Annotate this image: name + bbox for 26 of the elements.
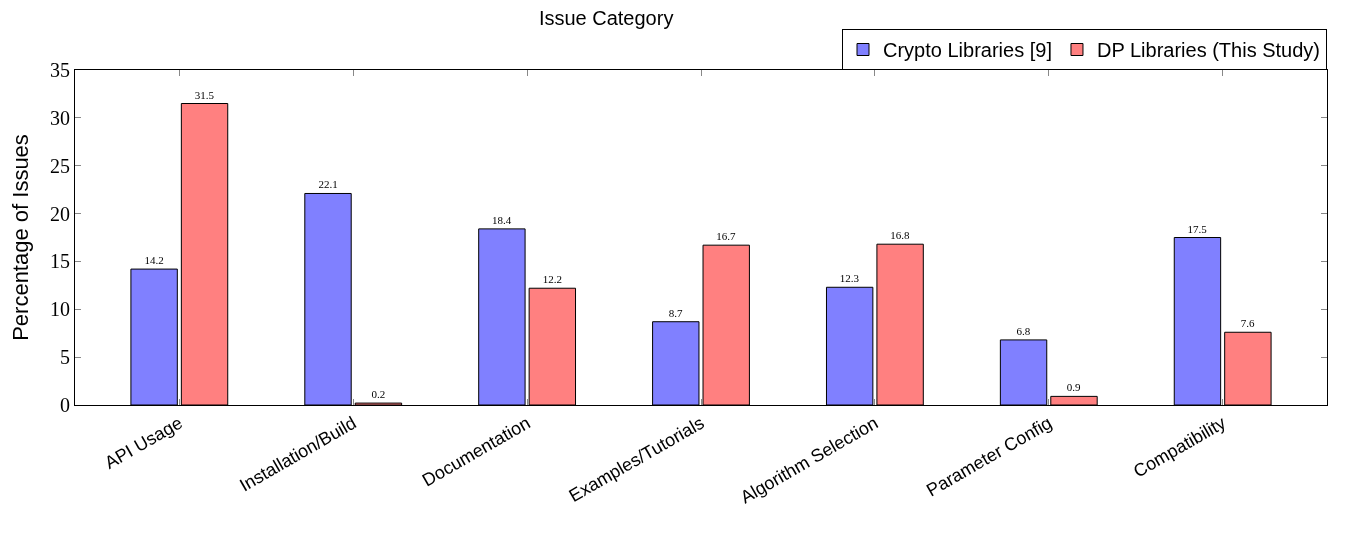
data-label: 12.2 <box>542 273 562 286</box>
data-label: 31.5 <box>194 88 215 101</box>
y-tick-label: 15 <box>50 250 70 273</box>
data-label: 0.2 <box>371 388 386 401</box>
data-label: 14.2 <box>144 254 164 267</box>
data-label: 8.7 <box>668 306 683 319</box>
y-tick-label: 30 <box>50 106 70 129</box>
y-tick-label: 35 <box>50 59 70 81</box>
data-label: 16.8 <box>890 229 910 242</box>
data-label: 18.4 <box>492 213 512 226</box>
data-label: 7.6 <box>1240 317 1256 330</box>
chart-title: Issue Category <box>538 7 674 29</box>
data-label: 12.3 <box>839 272 860 285</box>
y-axis-title: Percentage of Issues <box>7 134 33 341</box>
legend-label: Crypto Libraries [9] <box>883 39 1052 62</box>
legend-label: DP Libraries (This Study) <box>1096 39 1321 62</box>
y-tick-label: 0 <box>60 394 70 416</box>
data-label: 0.9 <box>1066 381 1082 394</box>
y-tick-label: 25 <box>50 154 70 177</box>
data-label: 6.8 <box>1016 324 1031 337</box>
y-tick-label: 10 <box>50 298 70 321</box>
y-tick-label: 5 <box>60 346 70 369</box>
data-label: 22.1 <box>318 178 338 191</box>
data-label: 16.7 <box>716 230 737 243</box>
y-tick-label: 20 <box>50 202 70 225</box>
data-label: 17.5 <box>1187 222 1208 235</box>
